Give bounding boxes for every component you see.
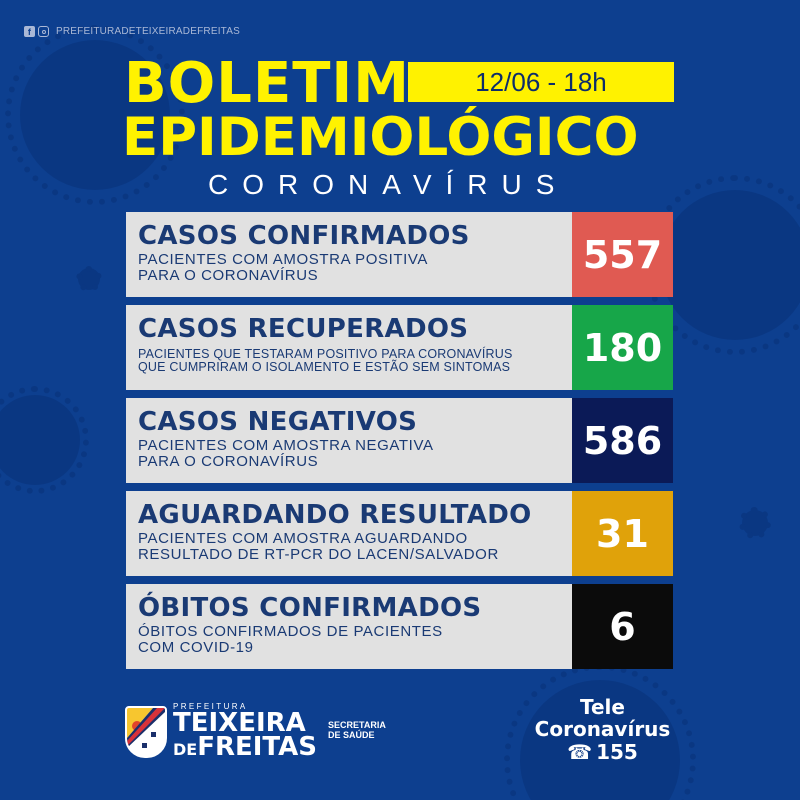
virus-decoration-icon [739, 507, 771, 539]
title-line1: BOLETIM [124, 51, 410, 116]
stat-card-confirmed: CASOS CONFIRMADOS PACIENTES COM AMOSTRA … [126, 212, 673, 297]
stat-label: AGUARDANDO RESULTADO [138, 500, 532, 530]
stat-value: 6 [572, 584, 673, 669]
social-handle: f PREFEITURADETEIXEIRADEFREITAS [24, 26, 240, 37]
stat-card-recovered: CASOS RECUPERADOS PACIENTES QUE TESTARAM… [126, 305, 673, 390]
logo-teixeira: TEIXEIRA [173, 708, 306, 738]
virus-decoration-icon [0, 386, 89, 494]
telephone-icon: ☎ [567, 740, 593, 764]
stat-description: PACIENTES COM AMOSTRA AGUARDANDO RESULTA… [138, 530, 499, 563]
secretaria-line2: DE SAÚDE [328, 730, 375, 740]
subtitle: CORONAVÍRUS [208, 169, 569, 200]
municipality-logo: PREFEITURA TEIXEIRA DEFREITAS [125, 702, 317, 762]
stat-card-negative: CASOS NEGATIVOS PACIENTES COM AMOSTRA NE… [126, 398, 673, 483]
health-secretariat-label: SECRETARIA DE SAÚDE [328, 720, 386, 740]
stat-description: PACIENTES COM AMOSTRA POSITIVA PARA O CO… [138, 251, 428, 284]
stat-label: CASOS NEGATIVOS [138, 407, 418, 437]
secretaria-line1: SECRETARIA [328, 720, 386, 730]
date-badge: 12/06 - 18h [408, 62, 674, 102]
tele-coronavirus-hotline: Tele Coronavírus ☎ 155 [520, 696, 685, 764]
logo-de: DE [173, 740, 198, 759]
instagram-icon [38, 26, 49, 37]
stat-value: 180 [572, 305, 673, 390]
logo-freitas: FREITAS [197, 732, 317, 762]
virus-decoration-icon [645, 175, 800, 355]
virus-decoration-icon [504, 664, 696, 800]
stat-value: 31 [572, 491, 673, 576]
coat-of-arms-icon [125, 706, 167, 758]
tele-line1: Tele [580, 695, 625, 719]
facebook-icon: f [24, 26, 35, 37]
social-handle-text: PREFEITURADETEIXEIRADEFREITAS [56, 26, 240, 37]
stat-description: PACIENTES QUE TESTARAM POSITIVO PARA COR… [138, 347, 513, 374]
stat-label: CASOS RECUPERADOS [138, 314, 469, 344]
stat-card-awaiting: AGUARDANDO RESULTADO PACIENTES COM AMOST… [126, 491, 673, 576]
stat-card-deaths: ÓBITOS CONFIRMADOS ÓBITOS CONFIRMADOS DE… [126, 584, 673, 669]
virus-decoration-icon [5, 25, 185, 205]
tele-line2: Coronavírus [534, 717, 671, 741]
stat-value: 586 [572, 398, 673, 483]
stat-description: ÓBITOS CONFIRMADOS DE PACIENTES COM COVI… [138, 623, 443, 656]
stat-value: 557 [572, 212, 673, 297]
title-line2: EPIDEMIOLÓGICO [122, 107, 639, 168]
stat-description: PACIENTES COM AMOSTRA NEGATIVA PARA O CO… [138, 437, 434, 470]
stat-label: CASOS CONFIRMADOS [138, 221, 470, 251]
stat-label: ÓBITOS CONFIRMADOS [138, 593, 482, 623]
virus-decoration-icon [75, 265, 103, 293]
logo-prefeitura: PREFEITURA [173, 702, 248, 711]
tele-number: 155 [596, 740, 638, 764]
